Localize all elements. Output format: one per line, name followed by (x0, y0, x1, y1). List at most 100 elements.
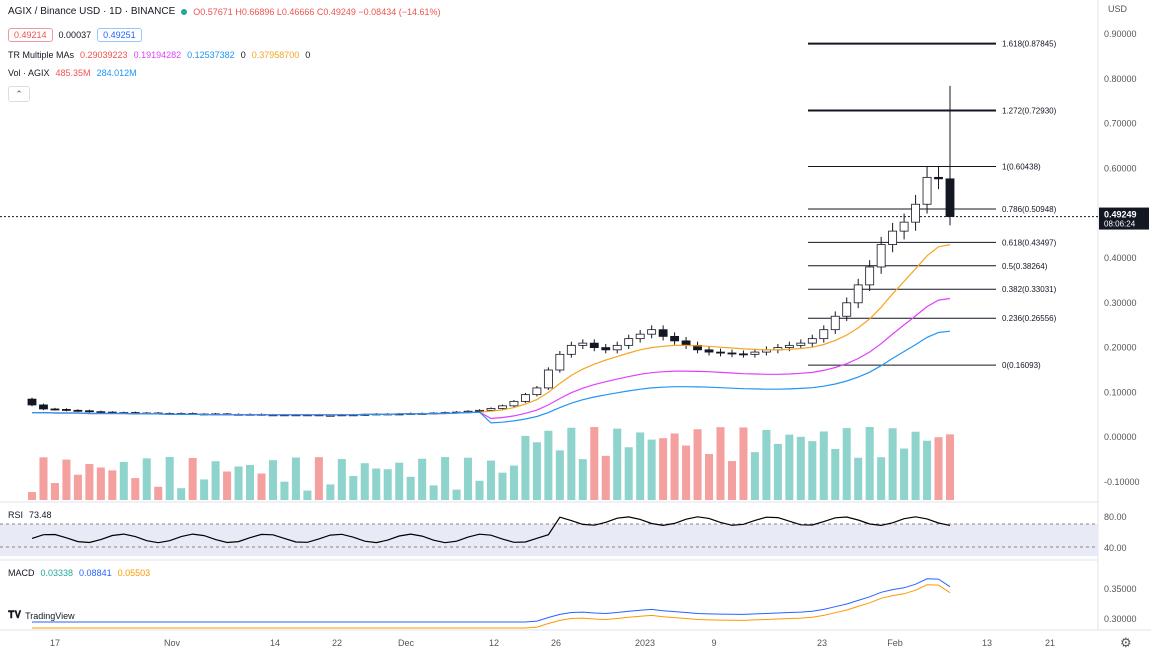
candle-body (750, 351, 760, 355)
volume-bar (39, 457, 48, 500)
time-tick: 22 (332, 638, 342, 648)
volume-bar (246, 464, 255, 500)
candle-body (578, 342, 588, 346)
tradingview-logo[interactable]: 𝐓𝐕 TradingView (8, 610, 75, 621)
candle-body (658, 329, 668, 337)
volume-bar (395, 462, 404, 500)
volume-bar (200, 479, 209, 500)
volume-bar (636, 432, 645, 500)
candle-body (624, 338, 634, 346)
candle-body (876, 244, 886, 268)
volume-bar (532, 442, 541, 500)
rsi-band (0, 524, 1098, 556)
ma-legend-label: TR Multiple MAs (8, 50, 75, 60)
candle-body (853, 284, 863, 304)
volume-bar (750, 452, 759, 500)
volume-bar (659, 438, 668, 500)
candle-body (635, 333, 645, 340)
macd-legend[interactable]: MACD 0.03338 0.08841 0.05503 (8, 568, 150, 578)
volume-bar (268, 460, 277, 500)
volume-bar (291, 457, 300, 500)
candle-body (647, 329, 657, 335)
price-tick: 0.60000 (1104, 163, 1137, 173)
candle-body (509, 400, 519, 407)
ask-badge[interactable]: 0.49251 (97, 28, 142, 42)
volume-bar (303, 490, 312, 500)
candle-body (543, 369, 553, 389)
volume-bar (372, 468, 381, 500)
candle-body (475, 409, 484, 412)
volume-bar (234, 466, 243, 500)
volume-bar (762, 429, 771, 500)
volume-bar (842, 428, 851, 500)
candle-body (498, 405, 507, 409)
macd-tick: 0.35000 (1104, 584, 1137, 594)
volume-bar (165, 457, 174, 500)
volume-bar (670, 433, 679, 500)
rsi-label: RSI (8, 510, 24, 520)
volume-bar (452, 489, 461, 500)
candle-body (601, 347, 611, 351)
volume-bar (865, 427, 874, 500)
countdown-label: 08:06:24 (1104, 220, 1136, 229)
macd-line (32, 578, 951, 623)
ma-value-6: 0 (305, 50, 311, 60)
candle-body (73, 409, 83, 412)
volume-bar (211, 461, 220, 500)
volume-bar (705, 453, 714, 500)
macd-value-1: 0.03338 (40, 568, 74, 578)
candle-body (589, 342, 599, 348)
candle-body (784, 344, 794, 348)
volume-legend[interactable]: Vol · AGIX 485.35M 284.012M (8, 68, 137, 78)
volume-bar (785, 434, 794, 500)
candle-body (670, 335, 680, 342)
candle-body (566, 344, 576, 355)
volume-bar (555, 450, 564, 500)
symbol-header: AGIX / Binance USD · 1D · BINANCE O0.576… (8, 6, 440, 17)
volume-bar (716, 427, 725, 500)
rsi-legend[interactable]: RSI 73.48 (8, 510, 52, 520)
candle-body (727, 352, 737, 355)
volume-value-1: 485.35M (55, 68, 91, 78)
volume-bar (509, 465, 518, 500)
ma-value-2: 0.19194282 (133, 50, 182, 60)
collapse-legend-button[interactable]: ⌃ (8, 86, 30, 102)
volume-bar (326, 484, 335, 500)
volume-bar (601, 455, 610, 500)
volume-bar (27, 492, 37, 500)
volume-bar (406, 476, 415, 500)
volume-bar (142, 458, 151, 500)
volume-bar (62, 459, 71, 500)
time-tick: 9 (711, 638, 716, 648)
macd-value-3: 0.05503 (117, 568, 151, 578)
candle-body (532, 387, 542, 396)
volume-bar (96, 467, 105, 500)
price-tick: 0.70000 (1104, 119, 1137, 129)
candle-body (521, 394, 530, 402)
price-tick: 0.90000 (1104, 29, 1137, 39)
rsi-value: 73.48 (29, 510, 52, 520)
volume-bar (108, 470, 117, 500)
fib-level-label: 0.618(0.43497) (1002, 238, 1057, 247)
ma-line-3 (32, 330, 951, 424)
volume-bar (349, 475, 358, 500)
time-tick: 12 (489, 638, 499, 648)
volume-bar (131, 478, 140, 500)
volume-bar (808, 441, 817, 500)
volume-bar (911, 431, 920, 500)
ma-legend[interactable]: TR Multiple MAs 0.29039223 0.19194282 0.… (8, 50, 310, 60)
ma-value-5: 0.37958700 (251, 50, 300, 60)
volume-bar (418, 458, 427, 500)
time-tick: 2023 (635, 638, 655, 648)
rsi-line (31, 516, 951, 544)
volume-bar (177, 488, 186, 500)
volume-value-2: 284.012M (96, 68, 137, 78)
settings-gear-icon[interactable]: ⚙ (1120, 635, 1132, 650)
symbol-title[interactable]: AGIX / Binance USD · 1D · BINANCE (8, 6, 176, 17)
volume-bar (154, 486, 163, 500)
tradingview-label: TradingView (25, 610, 75, 621)
volume-bar (819, 431, 828, 500)
bid-badge[interactable]: 0.49214 (8, 28, 53, 42)
price-tick: -0.10000 (1104, 477, 1140, 487)
